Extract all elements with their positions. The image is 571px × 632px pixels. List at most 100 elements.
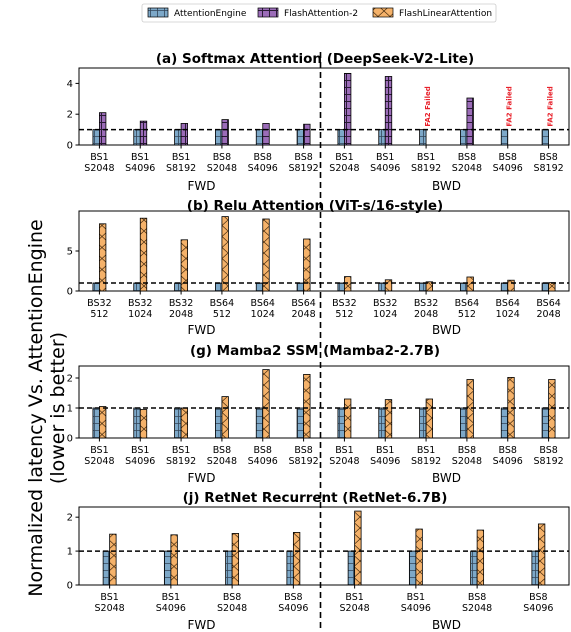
x-tick-label: BS32 — [332, 298, 356, 309]
bar-attentionengine — [296, 282, 304, 292]
bar-attentionengine — [215, 407, 223, 439]
x-tick-label: BS32 — [128, 298, 152, 309]
x-tick-label: S4096 — [278, 603, 308, 614]
bar-attentionengine — [419, 282, 427, 292]
x-tick-label: BS8 — [468, 592, 486, 603]
bar-attentionengine — [337, 407, 345, 439]
bar-flashlinearattention — [384, 399, 393, 439]
bar-flashlinearattention — [221, 216, 229, 292]
x-tick-label: S4096 — [125, 456, 155, 467]
bar-flashattention-2 — [221, 119, 229, 146]
x-tick-label: BS1 — [100, 592, 118, 603]
y-tick-label: 1 — [67, 404, 73, 415]
phase-label: FWD — [187, 323, 215, 337]
x-tick-label: BS32 — [169, 298, 193, 309]
legend-swatch-attentionengine — [147, 7, 169, 18]
bar-attentionengine — [378, 282, 386, 292]
bar-attentionengine — [286, 550, 294, 586]
bar-attentionengine — [419, 407, 427, 439]
y-tick-label: 1 — [67, 547, 73, 558]
x-tick-label: S4096 — [125, 163, 155, 174]
bar-attentionengine — [225, 550, 233, 586]
x-tick-label: BS8 — [213, 445, 231, 456]
x-tick-label: S2048 — [84, 456, 114, 467]
x-tick-label: S2048 — [217, 603, 247, 614]
x-tick-label: BS8 — [294, 152, 312, 163]
y-tick-label: 0 — [67, 434, 73, 445]
y-tick-label: 0 — [67, 287, 73, 298]
x-tick-label: BS1 — [90, 152, 108, 163]
bar-flashlinearattention — [466, 276, 474, 292]
x-tick-label: 2048 — [414, 309, 438, 320]
x-tick-label: S4096 — [156, 603, 186, 614]
bar-flashlinearattention — [303, 373, 311, 439]
x-tick-label: S2048 — [207, 163, 237, 174]
x-tick-label: S8192 — [533, 163, 563, 174]
x-tick-label: BS8 — [254, 152, 272, 163]
x-tick-label: BS8 — [294, 445, 312, 456]
bar-attentionengine — [378, 407, 386, 439]
bar-attentionengine — [347, 550, 356, 586]
x-tick-label: S4096 — [493, 456, 523, 467]
x-tick-label: 512 — [90, 309, 108, 320]
bar-attentionengine — [460, 129, 468, 146]
bar-attentionengine — [337, 282, 345, 292]
x-tick-label: BS8 — [284, 592, 302, 603]
x-tick-label: 1024 — [496, 309, 520, 320]
x-tick-label: BS1 — [131, 152, 149, 163]
y-tick-label: 4 — [67, 79, 73, 90]
x-tick-label: BS1 — [131, 445, 149, 456]
bar-flashlinearattention — [99, 223, 107, 292]
x-tick-label: S2048 — [340, 603, 370, 614]
x-tick-label: BS1 — [172, 445, 190, 456]
legend-frame — [141, 3, 497, 23]
bar-attentionengine — [470, 550, 478, 586]
x-tick-label: S8192 — [166, 456, 196, 467]
phase-label: FWD — [187, 471, 215, 485]
x-tick-label: S4096 — [370, 163, 400, 174]
x-tick-label: BS8 — [458, 152, 476, 163]
bar-flashattention-2 — [262, 123, 270, 146]
bar-attentionengine — [500, 407, 509, 439]
bar-flashattention-2 — [303, 123, 311, 146]
bar-flashlinearattention — [425, 398, 433, 439]
bar-flashlinearattention — [231, 533, 240, 586]
x-tick-label: S8192 — [533, 456, 563, 467]
phase-label: BWD — [432, 323, 461, 337]
bar-flashlinearattention — [139, 409, 148, 439]
bar-flashlinearattention — [292, 532, 301, 586]
x-tick-label: BS1 — [376, 445, 394, 456]
x-tick-label: S4096 — [523, 603, 553, 614]
bar-flashlinearattention — [99, 406, 107, 439]
bar-attentionengine — [174, 282, 182, 292]
x-tick-label: S2048 — [207, 456, 237, 467]
bar-flashattention-2 — [180, 123, 188, 146]
x-tick-label: BS8 — [458, 445, 476, 456]
x-tick-label: BS32 — [373, 298, 397, 309]
axes-frame — [78, 210, 570, 292]
x-tick-label: S2048 — [452, 163, 482, 174]
x-tick-label: 1024 — [373, 309, 397, 320]
x-tick-label: BS8 — [213, 152, 231, 163]
x-tick-label: BS8 — [529, 592, 547, 603]
x-tick-label: BS1 — [345, 592, 363, 603]
panels: (a) Softmax Attention (DeepSeek-V2-Lite)… — [67, 51, 570, 632]
bar-attentionengine — [500, 129, 509, 146]
x-tick-label: BS64 — [291, 298, 315, 309]
bar-attentionengine — [215, 282, 223, 292]
x-tick-label: 1024 — [128, 309, 152, 320]
bar-attentionengine — [174, 129, 182, 146]
bar-flashlinearattention — [262, 218, 270, 292]
x-tick-label: BS1 — [417, 445, 435, 456]
bar-flashlinearattention — [476, 529, 485, 586]
x-tick-label: BS1 — [162, 592, 180, 603]
bar-attentionengine — [541, 129, 549, 146]
legend-label-attentionengine: AttentionEngine — [174, 9, 247, 19]
panel-4: (j) RetNet Recurrent (RetNet-6.7B) 0 1 2 BS1… — [67, 490, 570, 632]
x-tick-label: BS8 — [539, 152, 557, 163]
x-tick-label: BS64 — [496, 298, 520, 309]
bar-attentionengine — [255, 282, 264, 292]
axes-frame — [78, 67, 570, 146]
axes-frame — [78, 506, 570, 586]
x-tick-label: S8192 — [166, 163, 196, 174]
